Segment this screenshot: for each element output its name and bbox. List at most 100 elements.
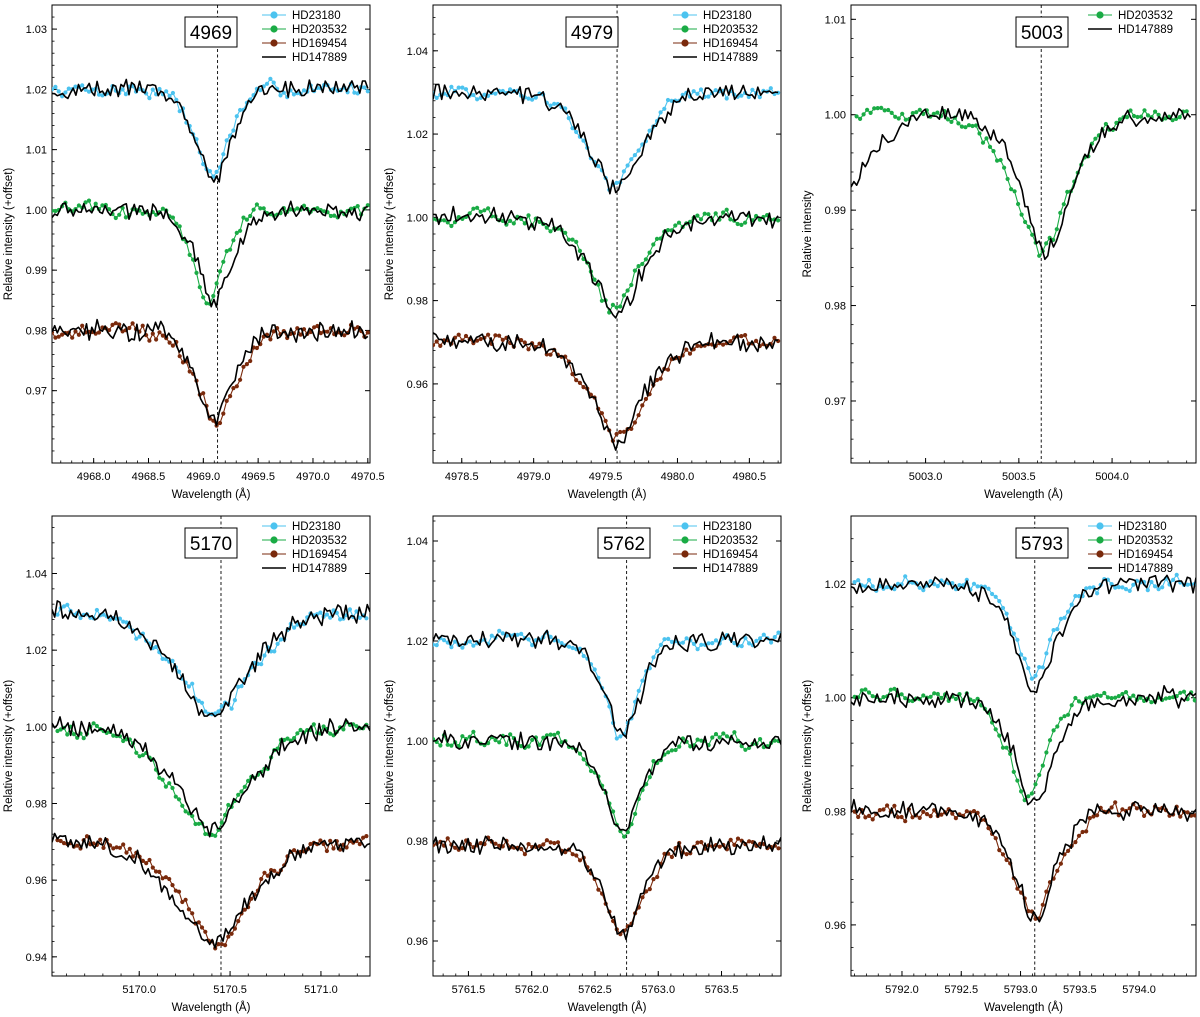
data-point-HD203532 bbox=[204, 301, 209, 306]
data-point-HD203532 bbox=[486, 206, 491, 211]
data-point-HD169454 bbox=[176, 889, 182, 894]
data-point-HD203532 bbox=[882, 108, 887, 113]
legend-marker-HD169454 bbox=[270, 550, 278, 558]
data-point-HD203532 bbox=[945, 117, 951, 122]
data-point-HD23180 bbox=[365, 89, 370, 94]
data-point-HD23180 bbox=[1113, 585, 1118, 590]
data-point-HD23180 bbox=[318, 610, 323, 615]
series-HD23180-line bbox=[433, 629, 779, 740]
data-point-HD203532 bbox=[1030, 232, 1035, 237]
data-point-HD203532 bbox=[197, 285, 202, 290]
data-point-HD203532 bbox=[1181, 689, 1187, 694]
legend-label-HD23180: HD23180 bbox=[292, 521, 341, 533]
series-HD147889-trace bbox=[433, 835, 781, 941]
data-point-HD169454 bbox=[121, 842, 126, 847]
x-tick-label: 5762.5 bbox=[578, 984, 612, 996]
data-point-HD23180 bbox=[1055, 627, 1060, 632]
panel-4969: 4968.0 4968.5 4969.0 4969.5 4970.0 4970.5 0.97… bbox=[3, 4, 385, 501]
data-point-HD169454 bbox=[196, 920, 201, 925]
data-point-HD203532 bbox=[163, 784, 168, 789]
series-HD169454-line bbox=[433, 333, 779, 443]
series-HD203532-line bbox=[856, 107, 1187, 258]
data-point-HD203532 bbox=[537, 742, 542, 748]
x-tick-label: 5170.0 bbox=[122, 984, 156, 996]
data-point-HD23180 bbox=[614, 736, 619, 741]
series-HD147889-trace bbox=[433, 629, 781, 738]
data-point-HD23180 bbox=[669, 639, 675, 645]
data-point-HD23180 bbox=[964, 577, 969, 583]
data-point-HD203532 bbox=[893, 114, 898, 119]
data-point-HD23180 bbox=[997, 599, 1002, 604]
y-tick-label: 1.02 bbox=[26, 645, 47, 657]
data-point-HD169454 bbox=[1178, 814, 1183, 819]
data-point-HD169454 bbox=[269, 868, 274, 873]
data-point-HD169454 bbox=[599, 411, 605, 416]
data-point-HD203532 bbox=[676, 220, 682, 225]
data-point-HD169454 bbox=[434, 339, 439, 344]
x-axis-title: Wavelength (Å) bbox=[984, 488, 1063, 501]
data-point-HD23180 bbox=[710, 641, 715, 646]
plot-area bbox=[433, 83, 781, 451]
data-point-HD203532 bbox=[1184, 109, 1189, 114]
data-point-HD23180 bbox=[219, 704, 224, 709]
legend-label-HD147889: HD147889 bbox=[1118, 563, 1173, 575]
data-point-HD169454 bbox=[574, 378, 579, 383]
data-point-HD23180 bbox=[153, 644, 159, 650]
data-point-HD169454 bbox=[221, 411, 226, 416]
data-point-HD169454 bbox=[187, 369, 192, 374]
data-point-HD23180 bbox=[1127, 588, 1132, 594]
data-point-HD203532 bbox=[1051, 728, 1056, 733]
data-point-HD203532 bbox=[1005, 176, 1010, 182]
y-tick-label: 1.00 bbox=[407, 736, 428, 748]
data-point-HD203532 bbox=[1178, 690, 1183, 695]
series-HD147889-trace bbox=[433, 331, 779, 451]
data-point-HD23180 bbox=[449, 84, 454, 89]
data-point-HD203532 bbox=[1113, 695, 1118, 700]
data-point-HD23180 bbox=[291, 92, 296, 97]
data-point-HD169454 bbox=[1109, 805, 1114, 810]
legend-label-HD23180: HD23180 bbox=[703, 10, 752, 22]
data-point-HD203532 bbox=[1037, 253, 1042, 258]
data-point-HD169454 bbox=[621, 429, 627, 434]
x-tick-label: 4968.0 bbox=[77, 471, 111, 483]
data-point-HD23180 bbox=[167, 93, 172, 98]
data-point-HD169454 bbox=[747, 839, 752, 844]
data-point-HD169454 bbox=[632, 420, 638, 425]
data-point-HD23180 bbox=[754, 638, 759, 643]
data-point-HD169454 bbox=[98, 837, 103, 842]
y-tick-label: 1.02 bbox=[825, 579, 846, 591]
data-point-HD203532 bbox=[1040, 763, 1045, 768]
data-point-HD169454 bbox=[953, 816, 959, 821]
data-point-HD23180 bbox=[268, 76, 273, 81]
data-point-HD203532 bbox=[1019, 212, 1024, 217]
data-point-HD203532 bbox=[94, 723, 99, 729]
data-point-HD203532 bbox=[555, 730, 561, 735]
data-point-HD203532 bbox=[65, 732, 70, 737]
data-point-HD169454 bbox=[728, 339, 733, 344]
legend-label-HD23180: HD23180 bbox=[703, 521, 752, 533]
data-point-HD203532 bbox=[861, 112, 866, 117]
legend-label-HD147889: HD147889 bbox=[292, 563, 347, 575]
data-point-HD23180 bbox=[117, 616, 122, 621]
data-point-HD203532 bbox=[224, 249, 229, 254]
data-point-HD203532 bbox=[213, 833, 218, 838]
data-point-HD203532 bbox=[246, 778, 251, 784]
data-point-HD203532 bbox=[107, 207, 112, 212]
y-tick-label: 0.96 bbox=[26, 875, 47, 887]
data-point-HD169454 bbox=[548, 352, 553, 357]
data-point-HD23180 bbox=[621, 169, 627, 174]
data-point-HD169454 bbox=[190, 911, 195, 916]
data-point-HD23180 bbox=[1076, 594, 1082, 599]
data-point-HD23180 bbox=[1095, 591, 1100, 596]
x-tick-label: 5792.5 bbox=[944, 984, 978, 996]
series-HD147889-trace bbox=[851, 105, 1192, 261]
y-axis-title: Relative intensity bbox=[802, 190, 814, 277]
legend-marker-HD169454 bbox=[270, 39, 278, 47]
data-point-HD23180 bbox=[662, 637, 667, 642]
y-tick-label: 0.99 bbox=[825, 205, 846, 217]
data-point-HD23180 bbox=[739, 644, 744, 649]
data-point-HD23180 bbox=[1004, 611, 1009, 616]
data-point-HD203532 bbox=[53, 208, 58, 214]
series-HD147889-trace bbox=[52, 832, 370, 949]
data-point-HD23180 bbox=[1185, 582, 1190, 587]
